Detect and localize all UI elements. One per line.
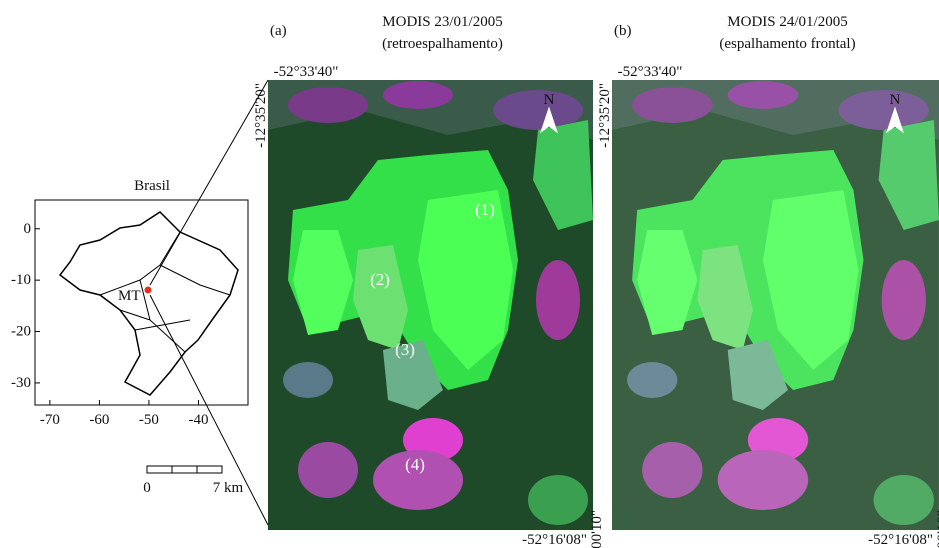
inset-map: -70 -60 -50 -40 0 -10 -20 -30 — [11, 221, 208, 428]
study-site — [145, 287, 152, 294]
scale-end: 7 km — [213, 480, 244, 496]
area-label: (4) — [405, 455, 425, 474]
top-coordinate: -52°33'40" — [274, 64, 339, 80]
x-tick-label: -60 — [89, 412, 109, 428]
north-label: N — [890, 92, 901, 108]
figure: Brasil -70-60-50-400-10-20-30 MT 0 7 km … — [0, 0, 939, 548]
y-tick-label: -30 — [11, 375, 31, 391]
zoom-line — [150, 295, 268, 525]
scale-bar — [147, 466, 222, 473]
panel-subtitle: (espalhamento frontal) — [719, 36, 855, 52]
x-tick-label: -50 — [139, 412, 159, 428]
bottom-coordinate: -52°16'08" — [868, 532, 933, 548]
scale-start: 0 — [143, 480, 151, 496]
y-tick-label: -20 — [11, 324, 31, 340]
top-coordinate: -52°33'40" — [618, 64, 683, 80]
area-label: (3) — [395, 340, 415, 359]
y-tick-label: 0 — [24, 221, 32, 237]
area-label: (2) — [370, 270, 390, 289]
satellite-image — [268, 80, 593, 530]
north-label: N — [544, 92, 555, 108]
panel-letter: (b) — [614, 23, 632, 39]
panel-title: MODIS 23/01/2005 — [382, 14, 502, 30]
panel-letter: (a) — [270, 23, 287, 39]
panel-title: MODIS 24/01/2005 — [727, 14, 847, 30]
inset-frame — [35, 200, 248, 405]
state-label: MT — [118, 288, 141, 304]
y-tick-label: -10 — [11, 272, 31, 288]
area-label: (1) — [475, 200, 495, 219]
right-coordinate: -13°00'10" — [589, 510, 605, 548]
panels: (a) MODIS 23/01/2005 (retroespalhamento) -5… — [253, 14, 939, 548]
left-coordinate: -12°35'20" — [253, 83, 269, 148]
x-tick-label: -40 — [188, 412, 208, 428]
satellite-image — [612, 80, 939, 530]
left-coordinate: -12°35'20" — [597, 83, 613, 148]
x-tick-label: -70 — [40, 412, 60, 428]
bottom-coordinate: -52°16'08" — [522, 532, 587, 548]
right-coordinate: -13°00'10" — [935, 510, 939, 548]
panel-subtitle: (retroespalhamento) — [382, 36, 503, 52]
brazil-outline — [60, 212, 238, 395]
inset-title: Brasil — [134, 178, 170, 194]
page: Brasil -70-60-50-400-10-20-30 MT 0 7 km … — [0, 0, 939, 548]
